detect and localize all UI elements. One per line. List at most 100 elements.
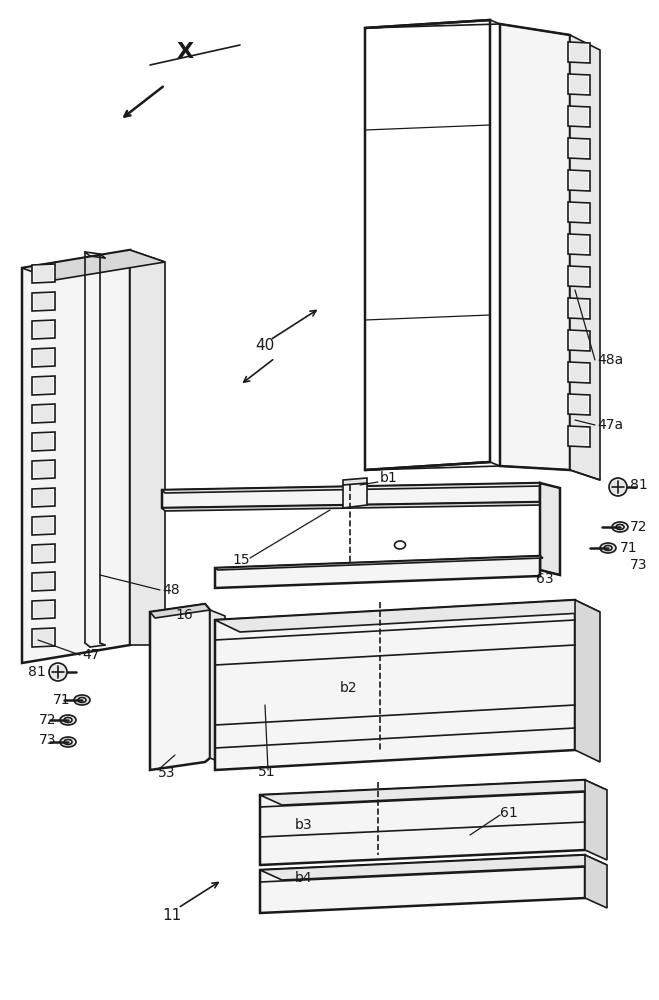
Polygon shape [32, 292, 55, 311]
Polygon shape [585, 780, 607, 860]
Polygon shape [34, 322, 53, 337]
Text: 71: 71 [52, 693, 70, 707]
Polygon shape [210, 610, 225, 764]
Polygon shape [570, 364, 588, 381]
Polygon shape [32, 572, 55, 591]
Polygon shape [162, 502, 543, 511]
Polygon shape [150, 604, 210, 618]
Polygon shape [34, 462, 53, 477]
Text: 40: 40 [255, 338, 274, 353]
Text: 51: 51 [258, 765, 275, 779]
Polygon shape [570, 300, 588, 317]
Polygon shape [568, 138, 590, 159]
Polygon shape [215, 600, 600, 632]
Polygon shape [215, 556, 540, 588]
Text: 15: 15 [232, 553, 250, 567]
Polygon shape [215, 556, 543, 570]
Circle shape [49, 663, 67, 681]
Text: X: X [177, 42, 194, 62]
Polygon shape [568, 42, 590, 63]
Polygon shape [34, 574, 53, 589]
Polygon shape [34, 434, 53, 449]
Polygon shape [34, 294, 53, 309]
Polygon shape [32, 348, 55, 367]
Polygon shape [32, 628, 55, 647]
Polygon shape [260, 855, 607, 880]
Polygon shape [32, 376, 55, 395]
Polygon shape [34, 546, 53, 561]
Polygon shape [568, 426, 590, 447]
Polygon shape [570, 76, 588, 93]
Ellipse shape [74, 695, 90, 705]
Circle shape [609, 478, 627, 496]
Text: 53: 53 [158, 766, 175, 780]
Text: 73: 73 [630, 558, 648, 572]
Text: 72: 72 [630, 520, 648, 534]
Text: 48: 48 [162, 583, 180, 597]
Text: 11: 11 [162, 908, 181, 922]
Polygon shape [34, 630, 53, 645]
Polygon shape [570, 140, 588, 157]
Polygon shape [32, 516, 55, 535]
Text: 47: 47 [82, 648, 100, 662]
Polygon shape [568, 74, 590, 95]
Text: b3: b3 [295, 818, 312, 832]
Polygon shape [34, 266, 53, 281]
Ellipse shape [600, 543, 616, 553]
Ellipse shape [604, 546, 612, 550]
Polygon shape [32, 264, 55, 283]
Polygon shape [570, 332, 588, 349]
Polygon shape [22, 250, 130, 663]
Polygon shape [365, 20, 490, 470]
Polygon shape [34, 518, 53, 533]
Ellipse shape [64, 740, 72, 744]
Ellipse shape [60, 737, 76, 747]
Polygon shape [34, 350, 53, 365]
Polygon shape [150, 604, 210, 770]
Ellipse shape [60, 715, 76, 725]
Text: 81: 81 [630, 478, 648, 492]
Polygon shape [162, 483, 543, 493]
Text: 73: 73 [38, 733, 56, 747]
Polygon shape [130, 250, 165, 645]
Polygon shape [215, 600, 575, 770]
Polygon shape [570, 428, 588, 445]
Polygon shape [32, 404, 55, 423]
Polygon shape [32, 320, 55, 339]
Polygon shape [568, 394, 590, 415]
Ellipse shape [616, 524, 624, 530]
Text: b1: b1 [380, 471, 398, 485]
Polygon shape [32, 488, 55, 507]
Text: 16: 16 [175, 608, 192, 622]
Text: b2: b2 [340, 681, 358, 695]
Polygon shape [34, 406, 53, 421]
Text: b4: b4 [295, 871, 312, 885]
Polygon shape [22, 250, 165, 280]
Polygon shape [32, 460, 55, 479]
Polygon shape [568, 170, 590, 191]
Polygon shape [575, 600, 600, 762]
Text: 63: 63 [536, 572, 554, 586]
Polygon shape [570, 236, 588, 253]
Polygon shape [343, 483, 367, 508]
Polygon shape [568, 202, 590, 223]
Polygon shape [570, 35, 600, 480]
Polygon shape [540, 483, 560, 575]
Polygon shape [570, 268, 588, 285]
Polygon shape [570, 172, 588, 189]
Polygon shape [568, 298, 590, 319]
Polygon shape [568, 362, 590, 383]
Polygon shape [570, 44, 588, 61]
Polygon shape [570, 108, 588, 125]
Polygon shape [162, 483, 540, 508]
Text: 47a: 47a [597, 418, 623, 432]
Polygon shape [260, 780, 585, 865]
Text: 72: 72 [38, 713, 56, 727]
Polygon shape [260, 855, 585, 913]
Ellipse shape [64, 718, 72, 722]
Polygon shape [343, 478, 367, 486]
Polygon shape [568, 266, 590, 287]
Polygon shape [585, 855, 607, 908]
Polygon shape [570, 396, 588, 413]
Polygon shape [570, 204, 588, 221]
